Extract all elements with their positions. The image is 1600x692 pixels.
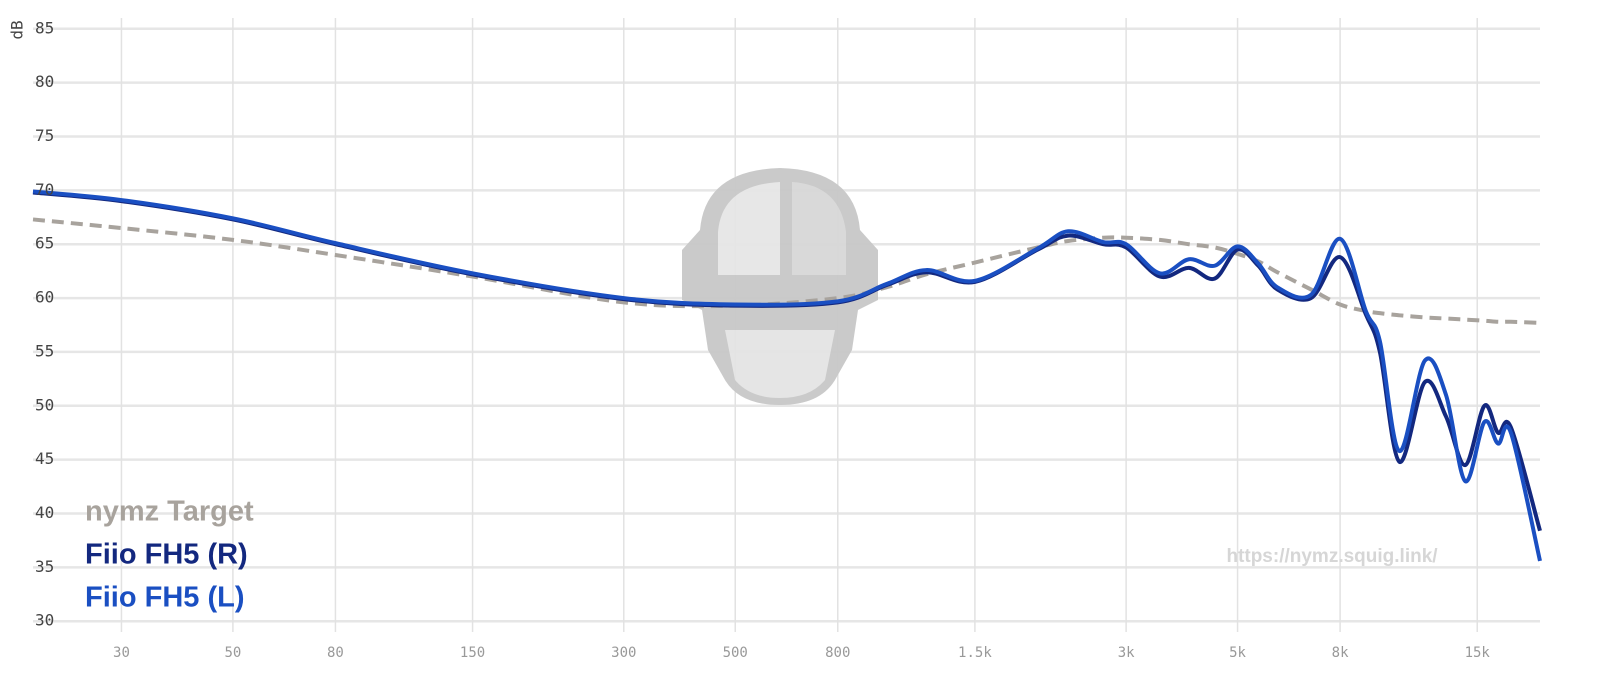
x-tick-label: 1.5k: [958, 645, 992, 661]
y-tick-label: 80: [35, 72, 54, 91]
y-tick-label: 45: [35, 449, 54, 468]
y-tick-label: 35: [35, 557, 54, 576]
y-tick-label: 50: [35, 395, 54, 414]
x-tick-label: 800: [825, 645, 850, 661]
x-tick-label: 300: [611, 645, 636, 661]
watermark-url: https://nymz.squig.link/: [1226, 546, 1438, 567]
x-tick-label: 150: [460, 645, 485, 661]
y-tick-label: 70: [35, 180, 54, 199]
y-tick-label: 55: [35, 341, 54, 360]
series-line: [32, 189, 1542, 562]
y-tick-label: 30: [35, 611, 54, 630]
x-tick-label: 8k: [1332, 645, 1349, 661]
jaw: [725, 330, 835, 398]
x-tick-label: 5k: [1229, 645, 1246, 661]
lines: [32, 189, 1542, 562]
legend-entry: Fiio FH5 (R): [85, 539, 248, 571]
y-tick-label: 40: [35, 503, 54, 522]
x-tick-label: 15k: [1465, 645, 1491, 661]
legend-entry: Fiio FH5 (L): [85, 582, 244, 614]
y-tick-label: 75: [35, 126, 54, 145]
visor-left: [718, 182, 780, 275]
watermark-logo: [682, 168, 878, 405]
y-tick-label: 65: [35, 234, 54, 253]
legend: nymz Target Fiio FH5 (R) Fiio FH5 (L): [85, 496, 254, 614]
x-tick-label: 30: [113, 645, 130, 661]
y-axis-label: dB: [8, 20, 27, 39]
x-tick-label: 50: [224, 645, 241, 661]
x-tick-label: 3k: [1118, 645, 1135, 661]
x-tick-label: 500: [723, 645, 748, 661]
y-tick-label: 60: [35, 288, 54, 307]
visor-right: [792, 182, 846, 275]
legend-entry: nymz Target: [85, 496, 254, 528]
x-tick-label: 80: [327, 645, 344, 661]
y-tick-label: 85: [35, 18, 54, 37]
